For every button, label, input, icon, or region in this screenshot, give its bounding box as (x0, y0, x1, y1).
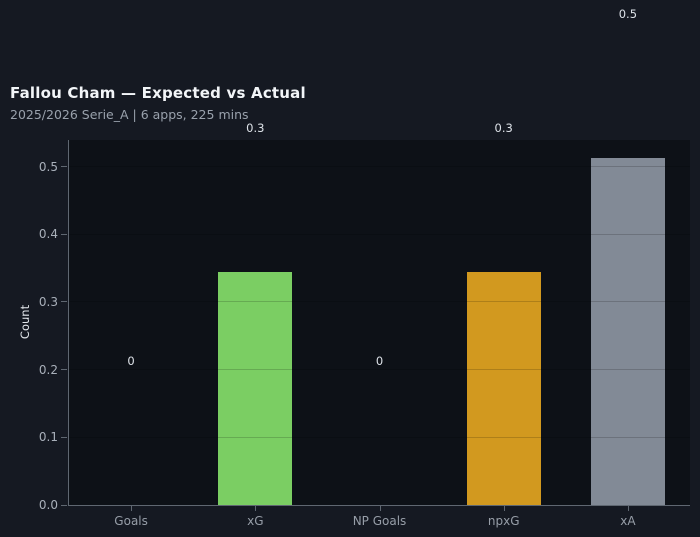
x-tick-label-xg: xG (247, 514, 264, 528)
bar-value-label-np-goals: 0 (375, 354, 384, 368)
gridline (69, 166, 690, 168)
x-tick-mark (627, 506, 629, 511)
y-tick-label: 0.1 (38, 430, 58, 445)
x-tick-mark (503, 506, 505, 511)
x-tick-label-xa: xA (620, 514, 636, 528)
bar-npxg (466, 271, 541, 505)
gridline (69, 369, 690, 371)
y-tick-mark (61, 301, 67, 303)
y-axis-label: Count (18, 304, 32, 340)
y-tick-mark (61, 436, 67, 438)
bar-value-label-xg: 0.3 (246, 120, 265, 135)
x-tick-mark (131, 506, 133, 511)
plot-area (69, 140, 690, 505)
y-axis-spine (68, 140, 69, 506)
x-tick-label-npxg: npxG (487, 514, 520, 528)
y-tick-label: 0.3 (38, 294, 58, 309)
x-tick-mark (379, 506, 381, 511)
gridline (69, 436, 690, 438)
x-tick-label-np-goals: NP Goals (352, 514, 407, 528)
y-tick-mark (61, 504, 67, 506)
bar-value-label-goals: 0 (127, 354, 135, 368)
y-tick-mark (61, 369, 67, 371)
bar-xa (590, 157, 665, 505)
y-tick-label: 0.4 (38, 227, 58, 242)
y-tick-label: 0.5 (38, 159, 58, 174)
bar-value-label-npxg: 0.3 (494, 120, 513, 135)
y-tick-label: 0.0 (38, 498, 58, 512)
x-tick-mark (255, 506, 257, 511)
y-tick-mark (61, 233, 67, 235)
gridline (69, 301, 690, 303)
x-tick-label-goals: Goals (114, 514, 148, 528)
chart-title: Fallou Cham — Expected vs Actual (10, 84, 306, 102)
chart-subtitle: 2025/2026 Serie_A | 6 apps, 225 mins (10, 107, 249, 122)
y-tick-mark (61, 166, 67, 168)
y-tick-label: 0.2 (38, 362, 58, 377)
bar-xg (218, 271, 293, 505)
bar-value-label-xa: 0.5 (618, 6, 638, 21)
gridline (69, 233, 690, 235)
x-axis-spine (68, 505, 690, 506)
